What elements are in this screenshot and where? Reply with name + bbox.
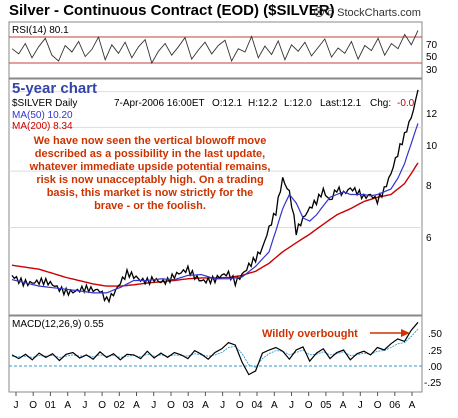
x-tick-label: A xyxy=(409,400,416,411)
legend-ma50: MA(50) 10.20 xyxy=(12,110,73,121)
rsi-tick-30: 30 xyxy=(426,65,438,76)
x-tick-label: A xyxy=(202,400,209,411)
quote-chg-value: -0.0 xyxy=(397,98,415,109)
macd-panel xyxy=(8,315,423,393)
macd-line xyxy=(11,321,419,376)
x-tick-label: 04 xyxy=(251,400,263,411)
x-tick-label: J xyxy=(14,400,19,411)
x-tick-label: 03 xyxy=(183,400,195,411)
quote-last: Last:12.1 xyxy=(320,98,362,109)
x-tick-label: O xyxy=(98,400,106,411)
macd-label: MACD(12,26,9) 0.55 xyxy=(12,319,104,330)
x-tick-label: J xyxy=(358,400,363,411)
x-tick-label: A xyxy=(340,400,347,411)
quote-high: H:12.2 xyxy=(248,98,278,109)
x-tick-label: A xyxy=(271,400,278,411)
x-tick-label: J xyxy=(151,400,156,411)
macd-tick-000: .00 xyxy=(428,362,442,373)
quote-open: O:12.1 xyxy=(212,98,242,109)
rsi-tick-70: 70 xyxy=(426,40,438,51)
chart-credit: © StockCharts.com xyxy=(326,7,421,19)
x-tick-label: O xyxy=(374,400,382,411)
macd-signal-line xyxy=(11,328,419,368)
rsi-line xyxy=(11,30,419,65)
symbol-label: $SILVER Daily xyxy=(12,98,77,109)
annotation-line-4: risk is now unacceptably high. On a trad… xyxy=(36,174,263,186)
stockcharts-logo-icon xyxy=(314,7,324,17)
x-tick-label: O xyxy=(305,400,313,411)
x-tick-label: J xyxy=(82,400,87,411)
annotation-line-5: basis, this market is now strictly for t… xyxy=(47,187,254,199)
quote-low: L:12.0 xyxy=(284,98,312,109)
x-tick-label: 01 xyxy=(45,400,57,411)
x-tick-label: 05 xyxy=(320,400,332,411)
x-tick-label: 06 xyxy=(389,400,401,411)
rsi-label: RSI(14) 80.1 xyxy=(12,25,69,36)
x-tick-label: A xyxy=(64,400,71,411)
quote-chg-label: Chg: xyxy=(370,98,391,109)
y-tick-10: 10 xyxy=(426,141,438,152)
chart-title: Silver - Continuous Contract (EOD) ($SIL… xyxy=(9,2,335,19)
rsi-tick-50: 50 xyxy=(426,52,438,63)
annotation-line-3: whatever immediate upside potential rema… xyxy=(29,161,271,173)
rsi-panel xyxy=(8,21,423,79)
x-tick-label: J xyxy=(289,400,294,411)
price-panel xyxy=(8,78,423,316)
annotation-line-1: We have now seen the vertical blowoff mo… xyxy=(34,135,267,147)
chart-subtitle: 5-year chart xyxy=(12,80,97,97)
price-line xyxy=(11,89,419,304)
x-axis-ticks: J O 01 A J O 02 A J O 03 A J O 04 A J O 05 A J O 06 A xyxy=(14,392,416,411)
legend-ma200: MA(200) 8.34 xyxy=(12,121,73,132)
y-tick-6: 6 xyxy=(426,233,432,244)
y-tick-8: 8 xyxy=(426,181,432,192)
macd-tick-050: .50 xyxy=(428,329,442,340)
annotation-line-2: described as a possibility in the last u… xyxy=(35,148,265,160)
quote-date: 7-Apr-2006 16:00ET xyxy=(114,98,205,109)
ma50-line xyxy=(11,123,419,294)
x-tick-label: 02 xyxy=(114,400,126,411)
x-tick-label: O xyxy=(29,400,37,411)
ma200-line xyxy=(11,162,419,287)
macd-tick-neg025: -.25 xyxy=(424,378,442,389)
y-tick-12: 12 xyxy=(426,109,438,120)
price-gridlines xyxy=(9,91,422,229)
x-tick-label: O xyxy=(167,400,175,411)
macd-tick-025: .25 xyxy=(428,346,442,357)
annotation-line-6: brave - or the foolish. xyxy=(94,200,206,212)
x-tick-label: A xyxy=(133,400,140,411)
x-tick-label: J xyxy=(220,400,225,411)
x-tick-label: O xyxy=(236,400,244,411)
macd-annotation-arrow-icon xyxy=(401,329,410,337)
macd-annotation: Wildly overbought xyxy=(262,328,358,340)
